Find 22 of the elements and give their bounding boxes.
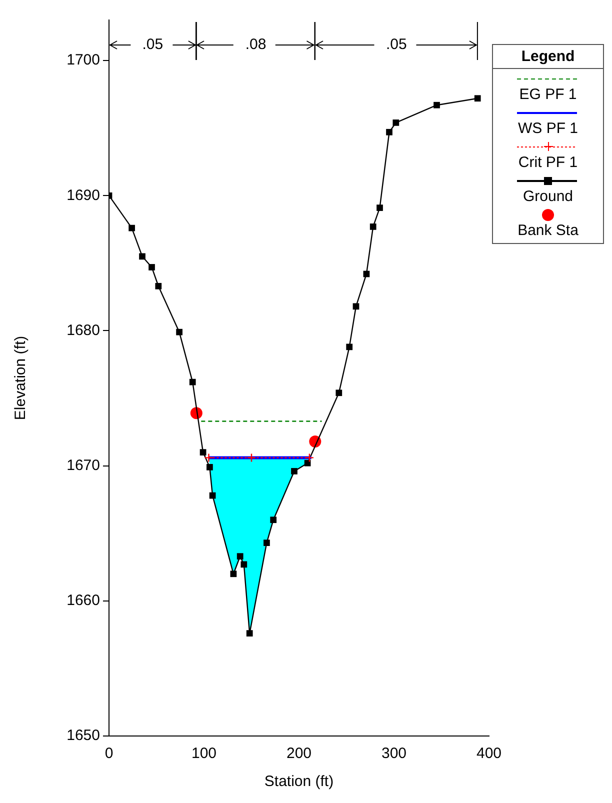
y-tick-label: 1690 [66, 186, 100, 204]
legend-label: Crit PF 1 [517, 154, 579, 171]
y-tick-label: 1660 [66, 592, 100, 610]
x-tick-label: 300 [381, 745, 407, 762]
x-tick-label: 100 [191, 745, 217, 762]
x-tick-label: 0 [104, 745, 114, 762]
x-tick-label: 400 [476, 745, 502, 762]
legend-title: Legend [493, 45, 603, 69]
y-tick-label: 1700 [66, 52, 100, 69]
y-tick-label: 1670 [66, 456, 100, 474]
legend-label: EG PF 1 [518, 86, 578, 103]
legend-label: WS PF 1 [516, 120, 579, 137]
y-axis-title: Elevation (ft) [12, 336, 30, 420]
annotation: .05 [141, 36, 164, 54]
annotation: .05 [384, 36, 408, 54]
legend-label: Bank Sta [516, 222, 580, 239]
y-tick-label: 1650 [66, 727, 100, 744]
annotation: .08 [244, 36, 268, 54]
x-axis-title: Station (ft) [264, 773, 334, 790]
x-tick-label: 200 [286, 745, 312, 762]
legend-label: Ground [522, 188, 574, 205]
y-tick-label: 1680 [66, 322, 100, 339]
